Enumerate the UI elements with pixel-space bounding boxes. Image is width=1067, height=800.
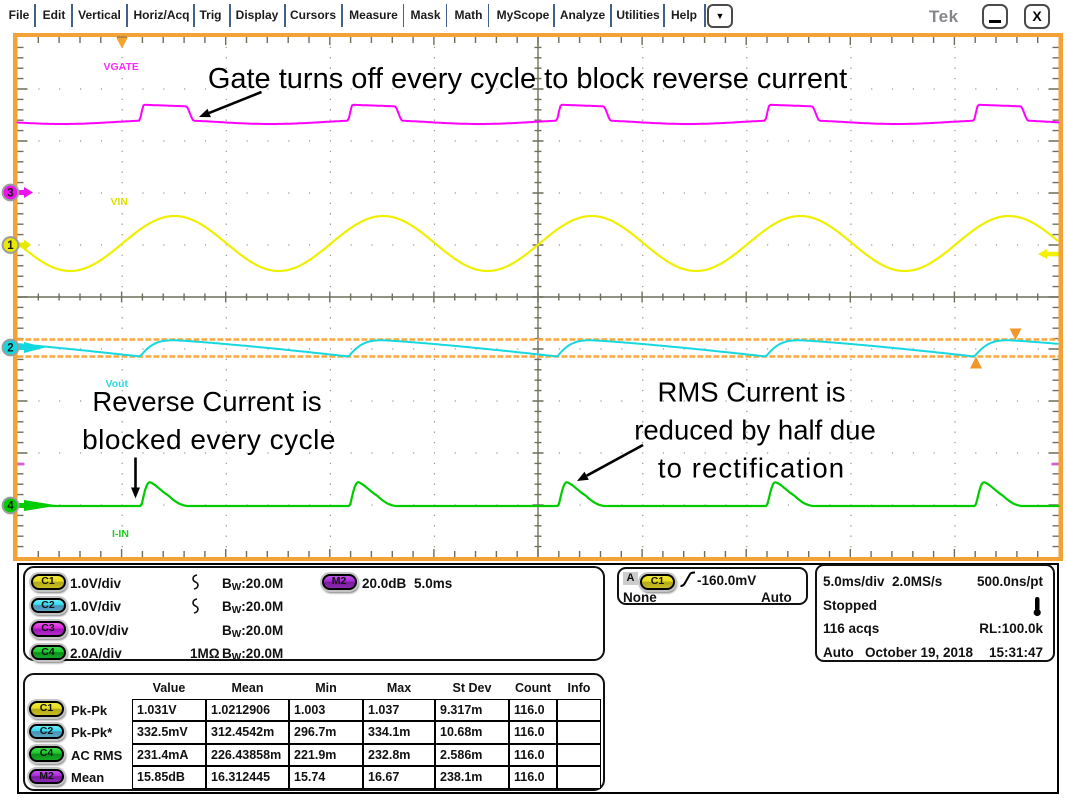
- svg-text:1: 1: [7, 240, 14, 252]
- svg-text:2: 2: [7, 343, 13, 355]
- svg-text:Reverse Current is: Reverse Current is: [92, 386, 321, 417]
- svg-text:4: 4: [7, 501, 14, 513]
- svg-text:Vout: Vout: [106, 378, 129, 390]
- svg-text:blocked every cycle: blocked every cycle: [82, 424, 336, 455]
- svg-text:I-IN: I-IN: [112, 528, 129, 540]
- svg-text:RMS Current is: RMS Current is: [658, 377, 846, 408]
- svg-text:VIN: VIN: [111, 196, 129, 208]
- svg-text:Gate turns off every cycle to: Gate turns off every cycle to block reve…: [208, 63, 847, 95]
- svg-text:3: 3: [7, 188, 13, 200]
- svg-text:to rectification: to rectification: [658, 453, 845, 484]
- svg-text:VGATE: VGATE: [104, 61, 139, 73]
- svg-text:reduced by half due: reduced by half due: [634, 415, 876, 446]
